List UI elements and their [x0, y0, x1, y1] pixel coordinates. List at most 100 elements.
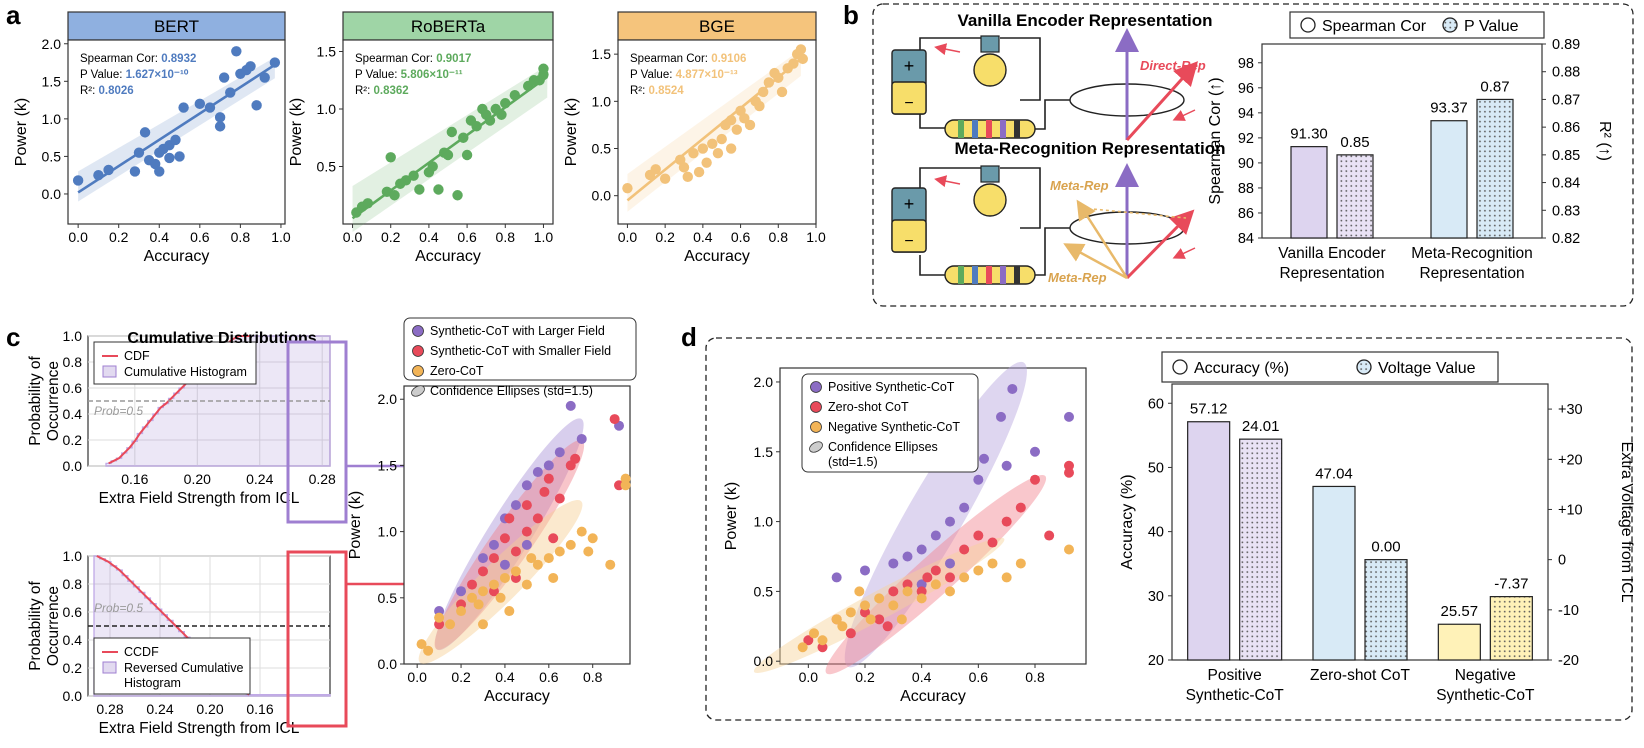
y-tick-label-right: +20	[1558, 452, 1583, 468]
data-point	[854, 586, 865, 597]
data-point	[570, 453, 581, 464]
data-point	[809, 628, 819, 639]
data-point	[521, 526, 532, 537]
data-point	[164, 152, 175, 164]
data-point	[795, 44, 807, 55]
data-point	[1030, 446, 1040, 457]
r2-value: 0.8362	[374, 85, 409, 97]
title-bar	[67, 11, 286, 41]
data-point	[888, 600, 899, 611]
data-point	[477, 586, 488, 597]
legend-label: Zero-shot CoT	[828, 400, 909, 414]
data-point	[930, 530, 941, 541]
meta-recognition-circuit: + − Meta-Rep Meta-Rep	[891, 163, 1196, 285]
battery-minus-top: −	[904, 95, 913, 112]
legend-box	[801, 373, 979, 473]
data-point	[477, 553, 488, 564]
legend-label: Reversed Cumulative	[124, 661, 244, 675]
bar-accuracy-	[1437, 623, 1481, 661]
meta-rep-label-bottom: Meta-Rep	[1048, 270, 1107, 285]
data-point	[477, 619, 488, 630]
data-point	[526, 553, 537, 564]
x-tick-label: 0.6	[190, 229, 210, 245]
legend-marker	[412, 365, 424, 377]
y-tick-label: 1.0	[42, 111, 62, 127]
r2-stat: R²: 0.8362	[355, 85, 409, 97]
chart-title: RoBERTa	[411, 17, 486, 36]
legend-box	[93, 637, 251, 695]
y-tick-label-left: 40	[1148, 525, 1164, 541]
y-tick-label-left: 50	[1148, 460, 1164, 476]
p-value: 5.806×10⁻¹¹	[401, 69, 463, 81]
x-tick-label: 0.6	[969, 669, 989, 685]
legend-marker	[412, 325, 424, 337]
plot-frame	[1171, 383, 1549, 661]
data-point	[996, 411, 1006, 422]
legend-label: Confidence Ellipses (std=1.5)	[430, 384, 593, 398]
data-point	[605, 559, 616, 570]
data-point	[916, 544, 927, 555]
p-value: 4.877×10⁻¹³	[676, 69, 738, 81]
data-point	[744, 119, 756, 131]
p-value-stat: P Value: 5.806×10⁻¹¹	[355, 69, 463, 81]
x-tick-label: 0.2	[655, 229, 675, 245]
y-tick-label: 0.6	[63, 604, 83, 620]
y-axis-label: Probability of	[27, 581, 44, 671]
data-point	[583, 546, 594, 557]
r2-label: R²:	[80, 85, 99, 97]
data-point	[423, 645, 434, 656]
legend-label: Synthetic-CoT with Smaller Field	[430, 344, 611, 358]
x-tick-label: 0.8	[496, 229, 516, 245]
y-tick-label-right: 0.86	[1552, 120, 1580, 136]
category-label: Zero-shot CoT	[1310, 667, 1410, 684]
y-tick-label-right: 0	[1558, 553, 1566, 569]
category-label: Synthetic-CoT	[1186, 687, 1285, 704]
x-tick-label: 0.6	[731, 229, 751, 245]
data-point	[945, 572, 955, 583]
data-point	[467, 579, 478, 590]
p-value-label: P Value:	[80, 69, 126, 81]
data-point	[231, 46, 242, 57]
data-point	[973, 565, 984, 576]
r2-label: R²:	[355, 85, 374, 97]
legend-marker	[1300, 17, 1316, 33]
data-point	[543, 473, 554, 484]
y-tick-label-left: 30	[1148, 589, 1164, 605]
x-tick-label: 1.0	[271, 229, 291, 245]
category-label: Representation	[1279, 265, 1384, 282]
data-point	[259, 72, 270, 83]
regression-line	[77, 63, 276, 194]
data-point	[521, 500, 532, 511]
legend-box	[1161, 351, 1499, 383]
data-point	[763, 77, 775, 88]
data-point	[427, 161, 438, 172]
x-tick-label: 0.8	[583, 669, 603, 685]
y-tick-label-left: 94	[1238, 106, 1254, 122]
x-tick-label: 0.2	[109, 229, 129, 245]
data-point	[959, 572, 970, 583]
data-point	[902, 586, 913, 597]
x-tick-label: 0.16	[246, 701, 273, 717]
y-tick-label: 0.5	[754, 583, 774, 599]
data-point	[389, 190, 400, 201]
y-tick-label: 1.0	[63, 548, 83, 564]
y-axis-label: Power (k)	[563, 98, 580, 166]
data-point	[139, 127, 151, 138]
x-tick-label: 1.0	[806, 229, 826, 245]
data-point	[554, 546, 565, 557]
panel-d-frame	[705, 337, 1633, 721]
data-point	[803, 635, 814, 646]
panel-label-b: b	[843, 0, 859, 30]
data-point	[831, 614, 842, 625]
x-tick-label: 0.4	[150, 229, 170, 245]
y-axis-label-left: Accuracy (%)	[1119, 474, 1136, 569]
r2-value: 0.8524	[649, 85, 685, 97]
data-point	[510, 546, 521, 557]
data-point	[697, 143, 709, 154]
r2-value: 0.8026	[99, 85, 134, 97]
data-point	[565, 400, 576, 411]
legend-label: (std=1.5)	[828, 455, 878, 469]
vanilla-circuit: + − Direct-Rep	[891, 28, 1206, 142]
y-tick-label: 1.0	[63, 328, 83, 344]
